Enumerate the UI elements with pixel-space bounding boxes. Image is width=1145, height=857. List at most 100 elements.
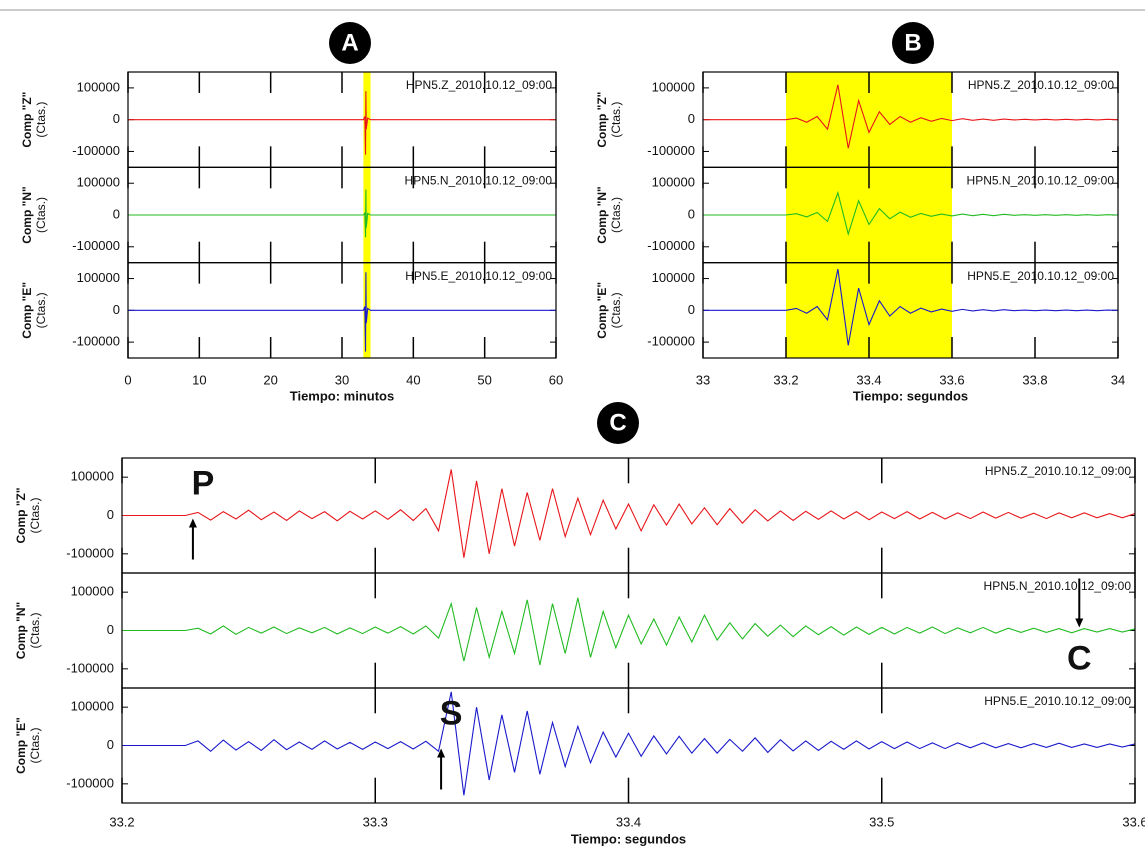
y-tick-label: 0 bbox=[107, 622, 114, 637]
x-tick-label: 10 bbox=[192, 372, 206, 387]
waveform bbox=[128, 91, 556, 155]
y-axis-label: Comp "E" bbox=[20, 282, 34, 339]
x-tick-label: 33.8 bbox=[1022, 372, 1047, 387]
y-tick-label: 100000 bbox=[652, 79, 695, 94]
highlight-band bbox=[363, 72, 371, 358]
panel-frame bbox=[702, 262, 1119, 359]
panel-badge bbox=[329, 22, 371, 64]
y-axis-unit: (Ctas.) bbox=[34, 197, 48, 233]
y-tick-label: 100000 bbox=[652, 175, 695, 190]
trace-annotation: HPN5.Z_2010.10.12_09:00 bbox=[985, 464, 1131, 478]
x-tick-label: 50 bbox=[477, 372, 491, 387]
x-tick-label: 33.5 bbox=[869, 814, 894, 829]
y-axis-label: Comp "Z" bbox=[14, 487, 28, 543]
phase-arrowhead bbox=[1075, 618, 1084, 628]
y-axis-label: Comp "N" bbox=[14, 602, 28, 659]
y-tick-label: 0 bbox=[113, 206, 120, 221]
y-tick-label: 100000 bbox=[71, 469, 114, 484]
panel-letter: C bbox=[609, 409, 626, 436]
waveform bbox=[128, 272, 556, 352]
trace-annotation: HPN5.E_2010.10.12_09:00 bbox=[405, 269, 552, 283]
waveform bbox=[703, 268, 1119, 346]
x-tick-label: 33.3 bbox=[363, 814, 388, 829]
trace-annotation: HPN5.Z_2010.10.12_09:00 bbox=[968, 78, 1114, 92]
y-axis-unit: (Ctas.) bbox=[609, 197, 623, 233]
y-tick-label: -100000 bbox=[72, 334, 120, 349]
panel-badge bbox=[597, 402, 639, 444]
waveform bbox=[122, 469, 1136, 558]
y-tick-label: 0 bbox=[688, 206, 695, 221]
y-tick-label: 100000 bbox=[652, 270, 695, 285]
phase-arrowhead bbox=[437, 748, 446, 758]
y-axis-label: Comp "N" bbox=[20, 186, 34, 243]
panel-frame bbox=[121, 687, 1136, 804]
x-axis-label: Tiempo: segundos bbox=[571, 831, 686, 846]
waveform bbox=[122, 597, 1136, 666]
x-tick-label: 33.6 bbox=[1122, 814, 1145, 829]
panel-letter: B bbox=[904, 29, 921, 56]
y-axis-unit: (Ctas.) bbox=[28, 497, 42, 533]
y-axis-unit: (Ctas.) bbox=[34, 102, 48, 138]
y-tick-label: 0 bbox=[113, 111, 120, 126]
phase-letter: S bbox=[440, 694, 463, 732]
y-axis-unit: (Ctas.) bbox=[28, 727, 42, 763]
y-tick-label: -100000 bbox=[647, 238, 695, 253]
x-tick-label: 30 bbox=[335, 372, 349, 387]
x-tick-label: 33.6 bbox=[939, 372, 964, 387]
x-tick-label: 20 bbox=[263, 372, 277, 387]
waveform bbox=[128, 189, 556, 238]
y-tick-label: -100000 bbox=[72, 238, 120, 253]
trace-annotation: HPN5.E_2010.10.12_09:00 bbox=[984, 694, 1131, 708]
x-tick-label: 40 bbox=[406, 372, 420, 387]
y-axis-unit: (Ctas.) bbox=[34, 292, 48, 328]
y-tick-label: 0 bbox=[107, 507, 114, 522]
y-tick-label: 100000 bbox=[71, 699, 114, 714]
y-tick-label: -100000 bbox=[66, 775, 114, 790]
waveform bbox=[703, 190, 1119, 237]
x-tick-label: 60 bbox=[549, 372, 563, 387]
y-tick-label: -100000 bbox=[66, 545, 114, 560]
trace-annotation: HPN5.E_2010.10.12_09:00 bbox=[967, 269, 1114, 283]
y-axis-label: Comp "N" bbox=[595, 186, 609, 243]
y-tick-label: -100000 bbox=[72, 143, 120, 158]
x-tick-label: 34 bbox=[1111, 372, 1125, 387]
y-axis-label: Comp "Z" bbox=[595, 92, 609, 148]
y-axis-unit: (Ctas.) bbox=[609, 292, 623, 328]
x-axis-label: Tiempo: segundos bbox=[853, 388, 968, 403]
x-tick-label: 33.2 bbox=[773, 372, 798, 387]
trace-annotation: HPN5.N_2010.10.12_09:00 bbox=[405, 174, 553, 188]
x-tick-label: 0 bbox=[124, 372, 131, 387]
x-tick-label: 33.4 bbox=[616, 814, 641, 829]
panel-frame bbox=[127, 262, 557, 359]
trace-annotation: HPN5.N_2010.10.12_09:00 bbox=[967, 174, 1115, 188]
phase-letter: P bbox=[192, 464, 215, 502]
x-tick-label: 33.4 bbox=[856, 372, 881, 387]
waveform bbox=[703, 84, 1119, 149]
y-tick-label: 0 bbox=[688, 302, 695, 317]
y-tick-label: 100000 bbox=[77, 270, 120, 285]
y-axis-label: Comp "E" bbox=[595, 282, 609, 339]
y-axis-unit: (Ctas.) bbox=[28, 612, 42, 648]
phase-arrowhead bbox=[188, 518, 197, 528]
y-axis-label: Comp "E" bbox=[14, 717, 28, 774]
y-tick-label: 100000 bbox=[77, 79, 120, 94]
y-tick-label: 100000 bbox=[77, 175, 120, 190]
highlight-band bbox=[786, 72, 952, 358]
waveform bbox=[122, 691, 1136, 796]
panel-letter: A bbox=[341, 29, 358, 56]
phase-letter: C bbox=[1067, 639, 1092, 677]
trace-annotation: HPN5.N_2010.10.12_09:00 bbox=[984, 579, 1132, 593]
y-tick-label: -100000 bbox=[66, 660, 114, 675]
y-axis-unit: (Ctas.) bbox=[609, 102, 623, 138]
x-axis-label: Tiempo: minutos bbox=[290, 388, 394, 403]
y-tick-label: -100000 bbox=[647, 334, 695, 349]
y-tick-label: -100000 bbox=[647, 143, 695, 158]
x-tick-label: 33.2 bbox=[109, 814, 134, 829]
y-tick-label: 0 bbox=[107, 737, 114, 752]
x-tick-label: 33 bbox=[696, 372, 710, 387]
y-tick-label: 0 bbox=[688, 111, 695, 126]
y-axis-label: Comp "Z" bbox=[20, 92, 34, 148]
trace-annotation: HPN5.Z_2010.10.12_09:00 bbox=[406, 78, 552, 92]
y-tick-label: 100000 bbox=[71, 584, 114, 599]
